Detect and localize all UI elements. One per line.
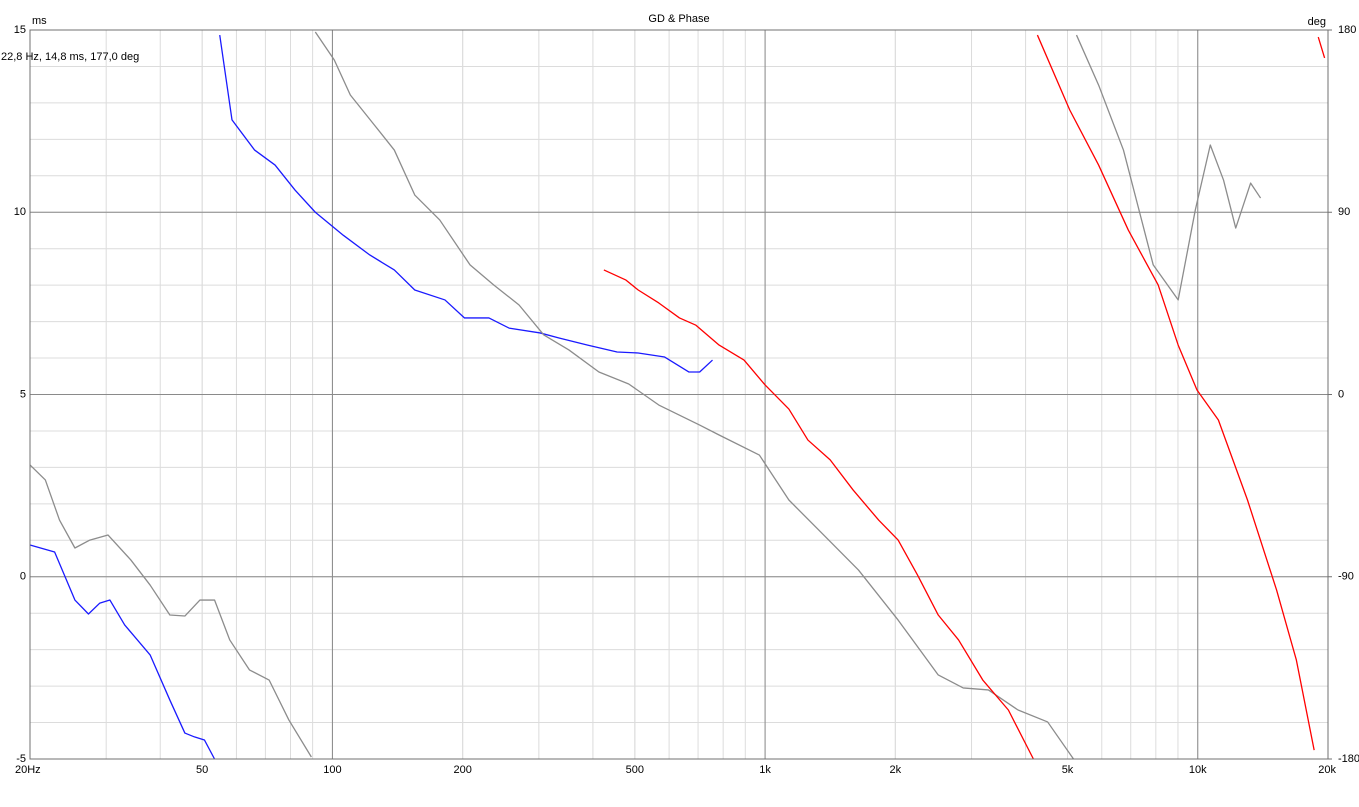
phase-line xyxy=(29,31,1262,760)
x-tick-label: 200 xyxy=(453,764,471,776)
phase-line xyxy=(603,34,1326,760)
y-tick-label: -5 xyxy=(16,753,26,765)
y2-tick-label: -90 xyxy=(1338,571,1354,583)
y2-tick-label: 180 xyxy=(1338,24,1356,36)
x-tick-label: 500 xyxy=(626,764,644,776)
y-axis-unit: ms xyxy=(32,15,47,27)
x-tick-label: 50 xyxy=(196,764,208,776)
y2-tick-label: 0 xyxy=(1338,388,1344,400)
y2-tick-label: -180 xyxy=(1338,753,1359,765)
phase-line xyxy=(29,34,713,760)
y-tick-label: 5 xyxy=(20,388,26,400)
chart-title: GD & Phase xyxy=(648,13,709,25)
x-tick-label: 100 xyxy=(323,764,341,776)
y-tick-label: 10 xyxy=(14,206,26,218)
x-tick-label: 2k xyxy=(890,764,902,776)
grid xyxy=(29,29,1332,760)
plot-frame xyxy=(29,29,1329,760)
cursor-readout: 22,8 Hz, 14,8 ms, 177,0 deg xyxy=(1,51,139,63)
y-tick-label: 0 xyxy=(20,571,26,583)
x-tick-label: 5k xyxy=(1062,764,1074,776)
y2-tick-label: 90 xyxy=(1338,206,1350,218)
x-tick-label: 20k xyxy=(1318,764,1336,776)
y2-axis-unit: deg xyxy=(1308,16,1326,28)
y-tick-label: 15 xyxy=(14,24,26,36)
plot-lines xyxy=(29,31,1326,760)
x-tick-label: 1k xyxy=(759,764,771,776)
x-tick-label: 10k xyxy=(1189,764,1207,776)
x-tick-label: 20Hz xyxy=(15,764,41,776)
